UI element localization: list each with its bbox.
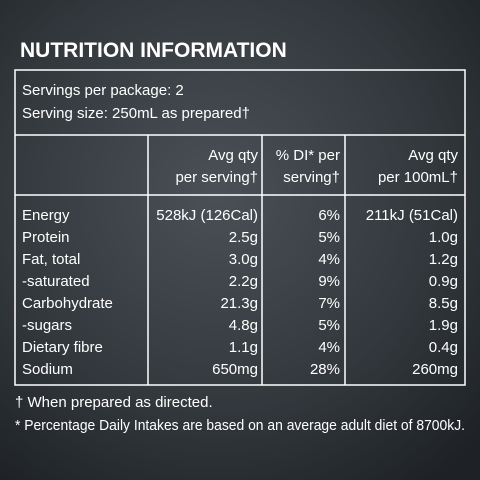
- nutrient-value: 0.4g: [429, 339, 458, 356]
- nutrient-name: Fat, total: [22, 251, 80, 268]
- nutrient-value: 4%: [318, 339, 340, 356]
- nutrient-value: 1.0g: [429, 229, 458, 246]
- nutrient-name: Protein: [22, 229, 70, 246]
- nutrient-name: Dietary fibre: [22, 339, 103, 356]
- nutrient-name: Energy: [22, 207, 70, 224]
- column-header: per serving†: [175, 169, 258, 186]
- nutrient-value: 3.0g: [229, 251, 258, 268]
- column-header: Avg qty: [208, 147, 258, 164]
- nutrient-value: 2.2g: [229, 273, 258, 290]
- nutrient-value: 5%: [318, 317, 340, 334]
- nutrient-value: 1.1g: [229, 339, 258, 356]
- nutrient-value: 9%: [318, 273, 340, 290]
- footnote: * Percentage Daily Intakes are based on …: [15, 417, 465, 434]
- nutrient-value: 4.8g: [229, 317, 258, 334]
- nutrient-name: -saturated: [22, 273, 90, 290]
- nutrient-value: 5%: [318, 229, 340, 246]
- nutrient-value: 21.3g: [220, 295, 258, 312]
- nutrient-value: 7%: [318, 295, 340, 312]
- footnote: † When prepared as directed.: [15, 394, 213, 411]
- servings-text: Serving size: 250mL as prepared†: [22, 105, 250, 122]
- nutrient-name: Carbohydrate: [22, 295, 113, 312]
- nutrient-value: 2.5g: [229, 229, 258, 246]
- nutrient-value: 211kJ (51Cal): [366, 207, 458, 224]
- nutrient-name: Sodium: [22, 361, 73, 378]
- nutrient-value: 650mg: [212, 361, 258, 378]
- nutrient-value: 1.2g: [429, 251, 458, 268]
- column-header: Avg qty: [408, 147, 458, 164]
- nutrient-value: 28%: [310, 361, 340, 378]
- nutrient-value: 0.9g: [429, 273, 458, 290]
- column-header: serving†: [283, 169, 340, 186]
- title: NUTRITION INFORMATION: [20, 39, 287, 62]
- nutrient-value: 8.5g: [429, 295, 458, 312]
- nutrient-value: 1.9g: [429, 317, 458, 334]
- nutrient-value: 528kJ (126Cal): [156, 207, 258, 224]
- nutrient-name: -sugars: [22, 317, 72, 334]
- nutrient-value: 260mg: [412, 361, 458, 378]
- column-header: % DI* per: [276, 147, 340, 164]
- nutrient-value: 6%: [318, 207, 340, 224]
- servings-text: Servings per package: 2: [22, 82, 184, 99]
- column-header: per 100mL†: [378, 169, 458, 186]
- table-border: [14, 69, 466, 386]
- nutrient-value: 4%: [318, 251, 340, 268]
